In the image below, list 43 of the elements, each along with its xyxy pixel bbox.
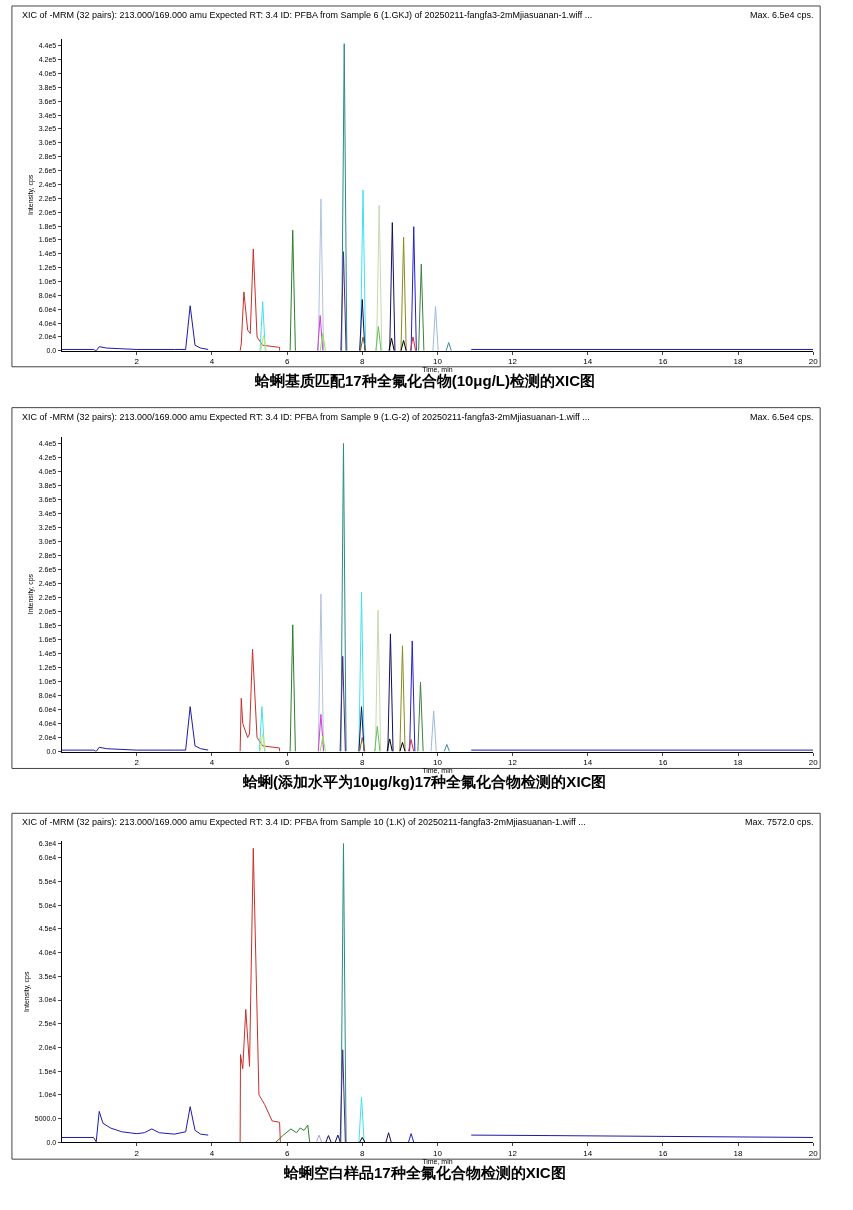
text: Max. 6.5e4 cps. [750, 10, 814, 20]
x-tick-label: 16 [658, 758, 668, 768]
x-tick-label: 6 [284, 758, 290, 768]
x-tick-label: 20 [808, 1148, 819, 1158]
line-series [239, 847, 281, 1143]
x-tick-label: 2 [134, 758, 140, 768]
x-tick-label: 18 [733, 357, 744, 367]
x-tick-label: 16 [658, 357, 668, 367]
x-tick-label: 18 [733, 1148, 744, 1158]
x-tick-label: 4 [209, 357, 215, 367]
x-tick-label: 8 [360, 1148, 366, 1158]
line-series [275, 1124, 311, 1143]
text: Max. 6.5e4 cps. [750, 412, 814, 422]
x-tick-label: 2 [134, 1148, 140, 1158]
x-tick-label: 6 [284, 1148, 290, 1158]
text: 蛤蜊(添加水平为10μg/kg)17种全氟化合物检测的XIC图 [242, 773, 607, 790]
x-tick-label: 4 [209, 1148, 215, 1158]
text: XIC of -MRM (32 pairs): 213.000/169.000 amu Expected RT: 3.4 ID: PFBA from Sample 9 (1.G-2) of 20250211-fangfa3-2mMjiasuanan-1.wiff ... [22, 412, 590, 422]
text: XIC of -MRM (32 pairs): 213.000/169.000 amu Expected RT: 3.4 ID: PFBA from Sample 6 (1.GKJ) of 20250211-fangfa3-2mMjiasuanan-1.wiff ... [22, 10, 593, 20]
x-tick-label: 12 [508, 357, 518, 367]
x-tick-label: 16 [658, 1148, 668, 1158]
text: 蛤蜊基质匹配17种全氟化合物(10μg/L)检测的XIC图 [254, 372, 596, 389]
x-tick-label: 2 [134, 357, 140, 367]
x-tick-label: 10 [432, 357, 443, 367]
x-tick-label: 20 [808, 357, 819, 367]
x-tick-label: 8 [360, 357, 366, 367]
x-tick-label: 10 [432, 758, 443, 768]
x-tick-label: 6 [284, 357, 290, 367]
x-tick-label: 18 [733, 758, 744, 768]
line-series [239, 648, 281, 752]
line-series [239, 248, 281, 351]
text: XIC of -MRM (32 pairs): 213.000/169.000 amu Expected RT: 3.4 ID: PFBA from Sample 10 (1.K) of 20250211-fangfa3-2mMjiasuanan-1.wiff ... [22, 817, 586, 827]
text: Max. 7572.0 cps. [745, 817, 814, 827]
x-tick-label: 12 [508, 758, 518, 768]
x-tick-label: 12 [508, 1148, 518, 1158]
text: 蛤蜊空白样品17种全氟化合物检测的XIC图 [283, 1164, 566, 1181]
x-tick-label: 14 [583, 758, 593, 768]
x-tick-label: 14 [583, 357, 593, 367]
x-tick-label: 10 [432, 1148, 443, 1158]
x-tick-label: 4 [209, 758, 215, 768]
x-tick-label: 14 [583, 1148, 593, 1158]
x-tick-label: 20 [808, 758, 819, 768]
x-tick-label: 8 [360, 758, 366, 768]
